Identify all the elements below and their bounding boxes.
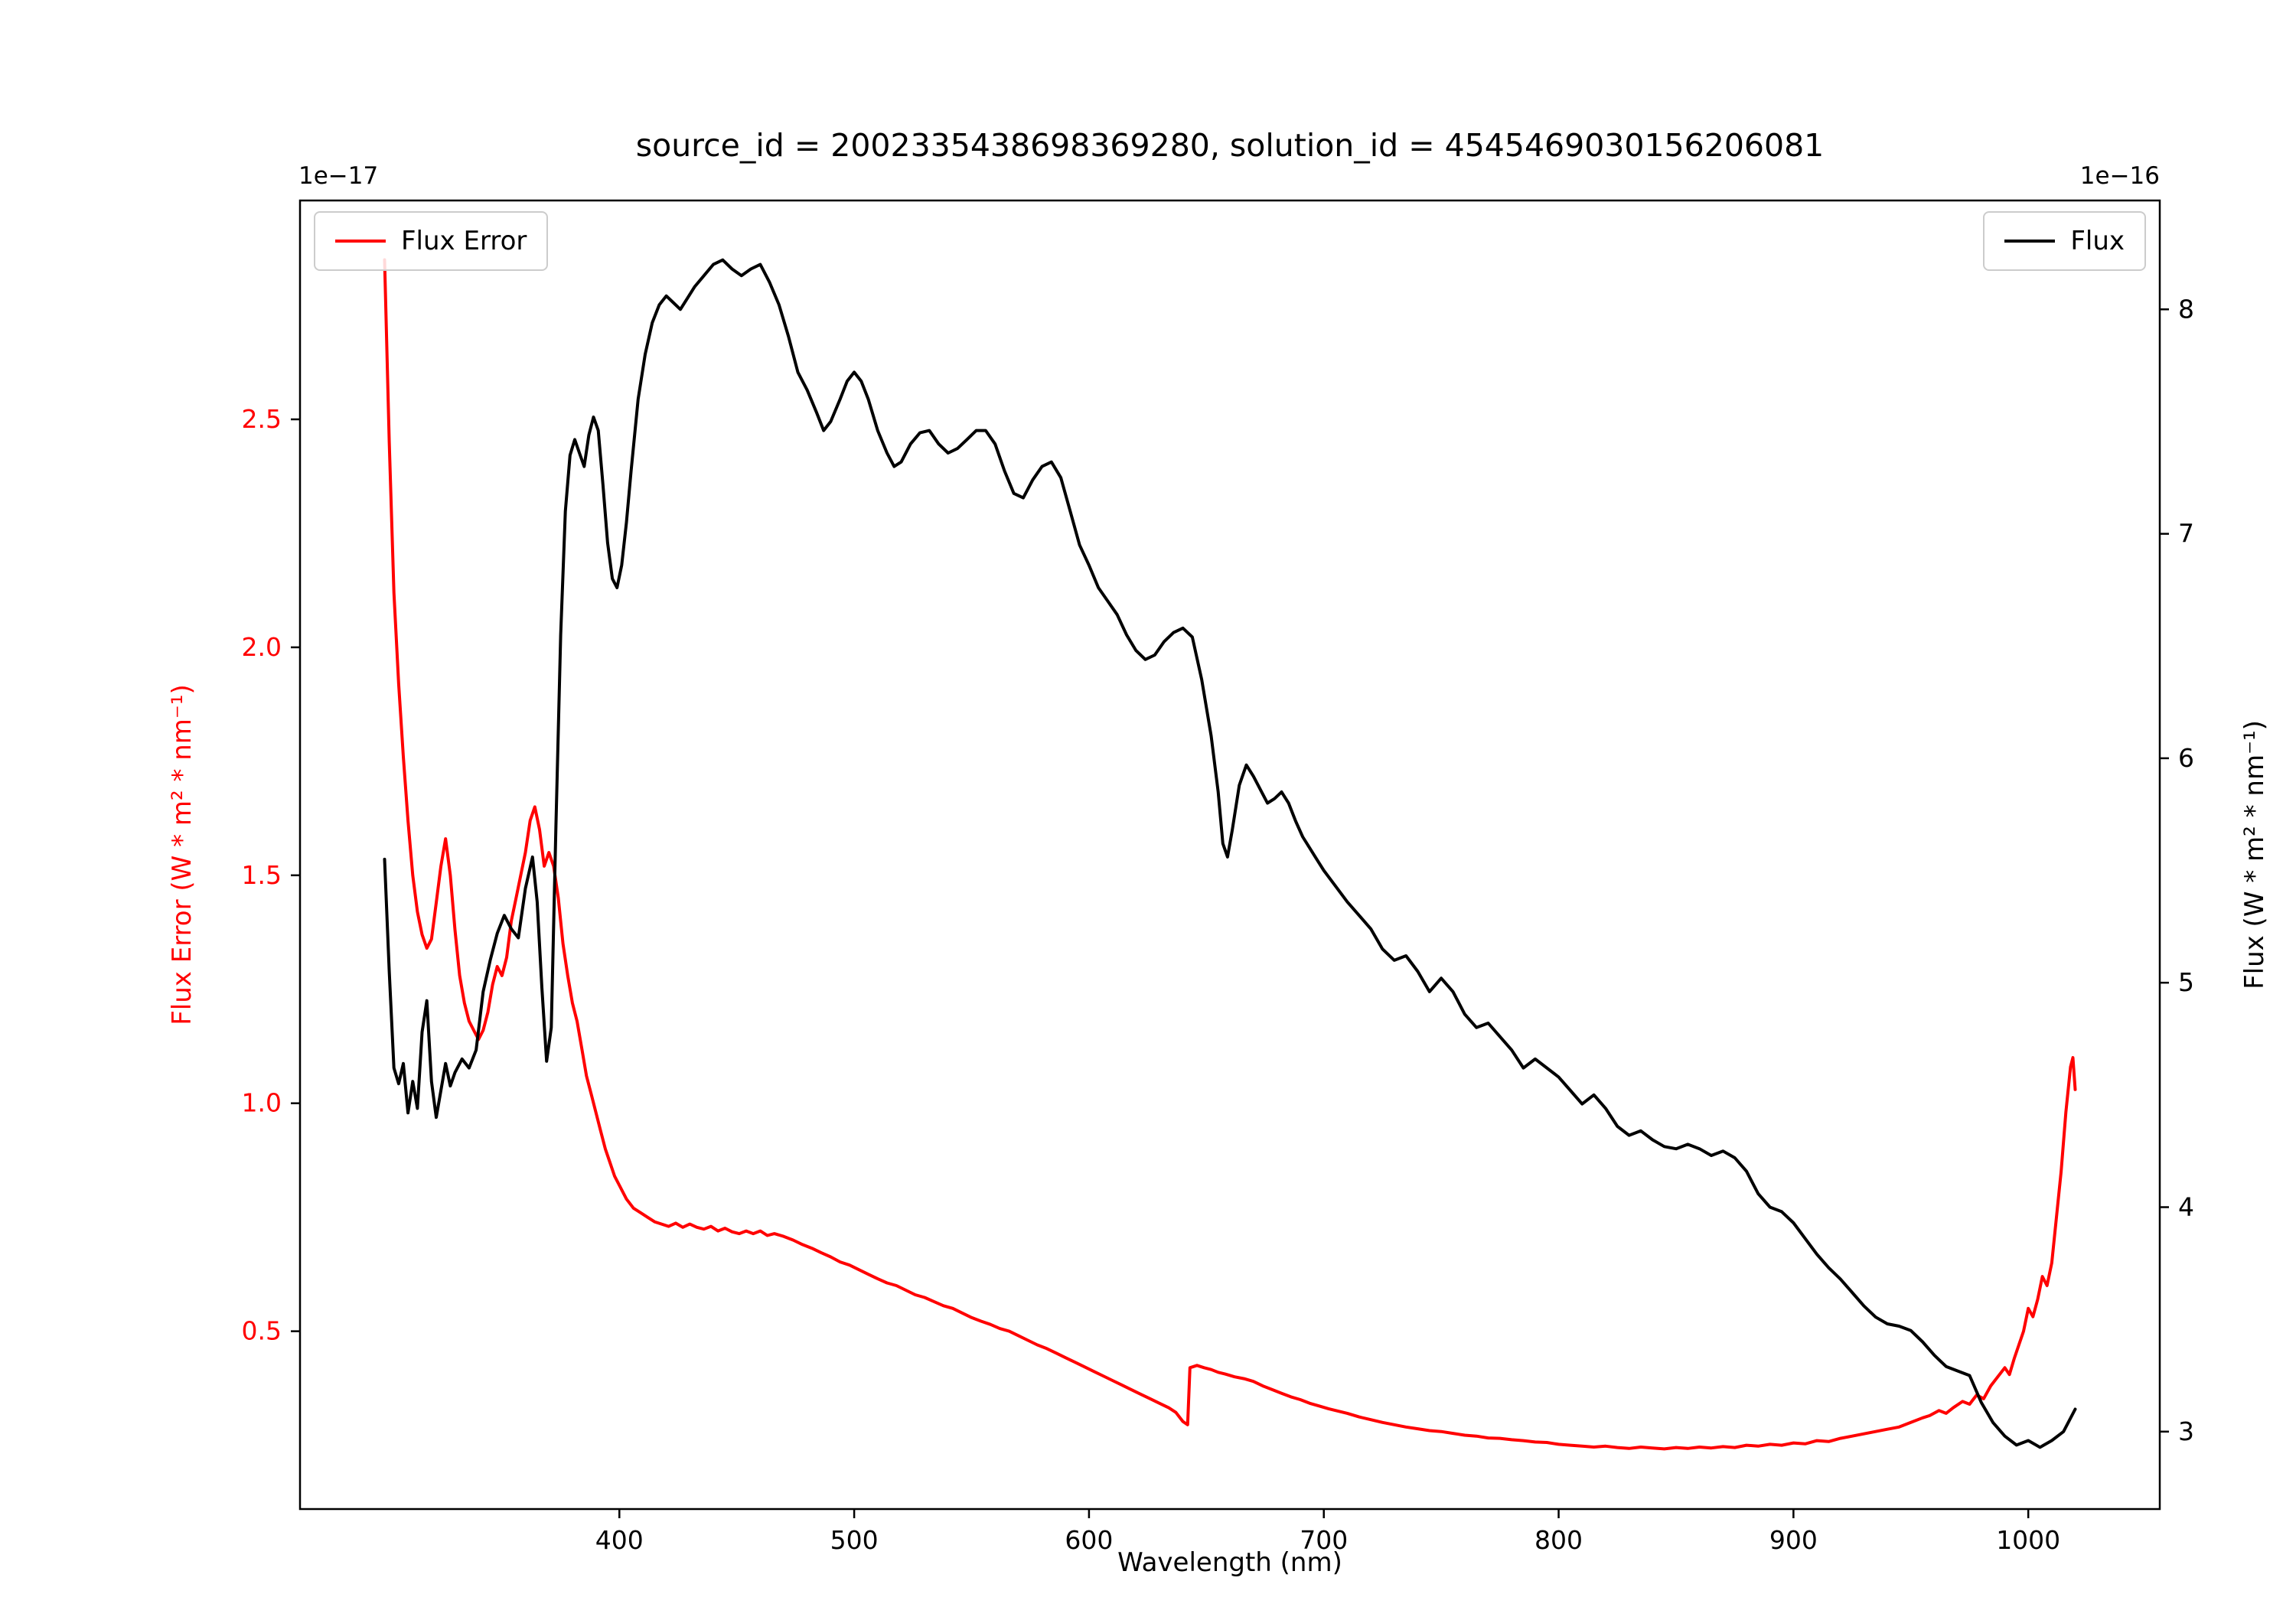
x-tick-label: 400: [595, 1525, 644, 1555]
left-y-tick-label: 1.5: [242, 860, 282, 890]
flux-error-curve: [383, 258, 2077, 1451]
x-axis-label: Wavelength (nm): [1117, 1547, 1342, 1578]
x-tick-label: 600: [1065, 1525, 1113, 1555]
x-tick-label: 700: [1300, 1525, 1348, 1555]
flux-legend-line-icon: [2004, 240, 2056, 243]
right-y-tick-label: 8: [2178, 294, 2194, 324]
legend-flux: Flux: [1983, 211, 2146, 271]
flux-curve: [383, 258, 2077, 1449]
right-y-tick-label: 7: [2178, 519, 2194, 549]
right-y-tick-label: 5: [2178, 967, 2194, 997]
axes-frame: [298, 199, 2161, 1511]
right-y-axis-label: Flux (W * m² * nm⁻¹): [2239, 720, 2270, 989]
left-axis-scale-offset: 1e−17: [298, 162, 379, 190]
x-tick-label: 500: [830, 1525, 879, 1555]
left-y-axis-label: Flux Error (W * m² * nm⁻¹): [167, 684, 197, 1025]
right-y-tick-label: 6: [2178, 743, 2194, 773]
left-y-tick-label: 2.0: [242, 632, 282, 662]
chart-title: source_id = 2002335438698369280, solutio…: [635, 127, 1825, 164]
flux-error-legend-label: Flux Error: [401, 226, 527, 256]
left-y-tick-label: 0.5: [242, 1316, 282, 1346]
flux-legend-label: Flux: [2070, 226, 2125, 256]
left-y-tick-label: 2.5: [242, 404, 282, 434]
right-axis-scale-offset: 1e−16: [2079, 162, 2160, 190]
right-y-tick-label: 3: [2178, 1416, 2194, 1446]
x-tick-label: 900: [1769, 1525, 1818, 1555]
right-y-tick-label: 4: [2178, 1191, 2194, 1221]
x-tick-label: 1000: [1996, 1525, 2060, 1555]
legend-flux-error: Flux Error: [314, 211, 549, 271]
left-y-tick-label: 1.0: [242, 1088, 282, 1118]
x-tick-label: 800: [1534, 1525, 1583, 1555]
flux-error-legend-line-icon: [335, 240, 386, 243]
